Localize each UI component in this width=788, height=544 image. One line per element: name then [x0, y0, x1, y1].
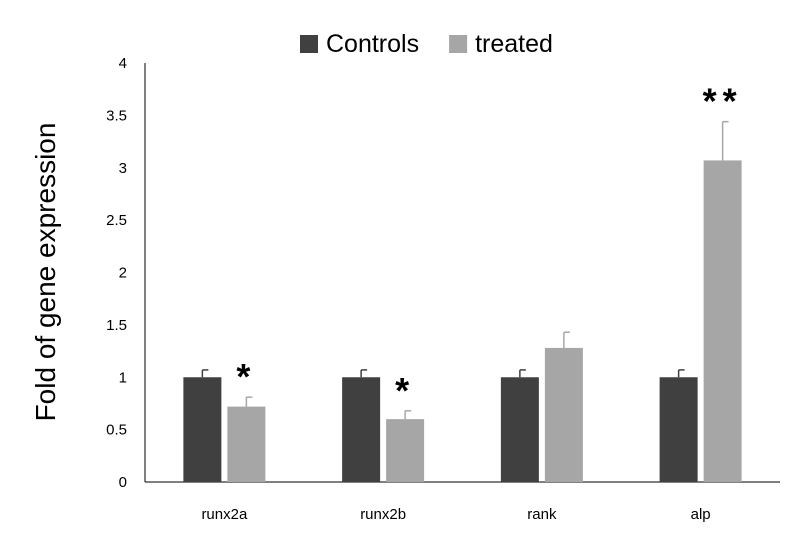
- bars: [183, 160, 742, 483]
- y-tick-label: 4: [119, 55, 127, 72]
- y-tick-label: 2: [119, 265, 127, 282]
- legend: Controls treated: [300, 30, 553, 58]
- legend-label: Controls: [326, 30, 419, 58]
- y-tick-label: 1.5: [106, 317, 127, 334]
- significance-marker: *: [395, 370, 415, 411]
- bar-treated-runx2a: [227, 406, 266, 482]
- legend-label: treated: [475, 30, 553, 58]
- legend-swatch: [300, 35, 318, 53]
- significance-annotations: * ***: [236, 81, 743, 411]
- x-tick-label: runx2b: [360, 506, 406, 523]
- error-bars: [201, 120, 729, 420]
- y-tick-label: 0.5: [106, 422, 127, 439]
- significance-marker: **: [703, 81, 743, 122]
- y-tick-label: 1: [119, 369, 127, 386]
- bar-controls-runx2a: [183, 377, 222, 482]
- legend-swatch: [449, 35, 468, 53]
- bar-controls-alp: [659, 377, 698, 482]
- y-tick-label: 3.5: [106, 107, 127, 124]
- x-axis: runx2a runx2b rank alp: [145, 481, 780, 523]
- y-axis: 0 0.5 1 1.5 2 2.5 3 3.5 4: [106, 55, 146, 491]
- x-tick-label: runx2a: [201, 506, 248, 523]
- bar-controls-runx2b: [342, 377, 381, 482]
- bar-controls-rank: [500, 377, 539, 482]
- y-tick-label: 0: [119, 474, 127, 491]
- bar-treated-runx2b: [386, 419, 425, 482]
- bar-treated-rank: [544, 347, 583, 482]
- y-tick-label: 2.5: [106, 212, 127, 229]
- y-axis-title: Fold of gene expression: [30, 123, 61, 422]
- x-tick-label: rank: [527, 506, 557, 523]
- significance-marker: *: [236, 356, 256, 397]
- y-axis-title-group: Fold of gene expression: [30, 123, 61, 422]
- x-tick-label: alp: [691, 506, 711, 523]
- bar-treated-alp: [703, 160, 742, 483]
- y-tick-label: 3: [119, 160, 127, 177]
